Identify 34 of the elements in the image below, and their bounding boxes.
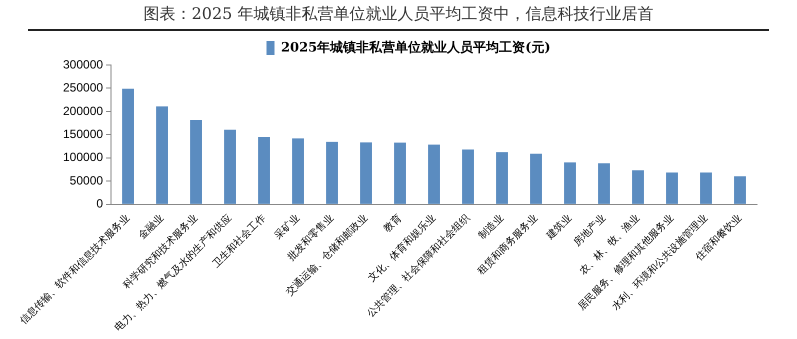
- x-tick-label: 金融业: [136, 212, 166, 242]
- y-tick-label: 200000: [62, 104, 104, 118]
- x-tick-label: 制造业: [476, 212, 506, 242]
- y-tick-label: 150000: [62, 127, 104, 141]
- y-tick-label: 250000: [62, 80, 104, 95]
- bar: [428, 144, 440, 204]
- bar: [292, 138, 304, 204]
- bar: [462, 150, 474, 204]
- y-tick-label: 100000: [62, 150, 104, 164]
- x-tick-label: 教育: [381, 212, 404, 235]
- bar: [530, 154, 542, 204]
- bar: [632, 170, 644, 204]
- y-tick-label: 0: [96, 196, 104, 211]
- bar: [598, 163, 610, 204]
- bar: [122, 88, 134, 204]
- bar: [258, 137, 270, 204]
- bar: [156, 106, 168, 204]
- bar: [496, 152, 508, 204]
- bar: [666, 172, 678, 204]
- x-tick-label: 建筑业: [544, 212, 574, 242]
- bar: [360, 142, 372, 204]
- bar: [326, 142, 338, 204]
- legend-label: 2025年城镇非私营单位就业人员平均工资(元): [281, 39, 550, 56]
- x-tick-label: 房地产业: [571, 212, 608, 249]
- y-tick-label: 50000: [70, 173, 104, 188]
- bar: [734, 176, 746, 204]
- chart-title: 图表：2025 年城镇非私营单位就业人员平均工资中，信息科技行业居首: [28, 0, 769, 31]
- bar: [190, 120, 202, 204]
- bar: [700, 172, 712, 204]
- x-tick-label: 采矿业: [272, 212, 302, 242]
- bar: [564, 162, 576, 204]
- bar: [394, 142, 406, 204]
- bar: [224, 130, 236, 204]
- y-tick-label: 300000: [62, 57, 104, 72]
